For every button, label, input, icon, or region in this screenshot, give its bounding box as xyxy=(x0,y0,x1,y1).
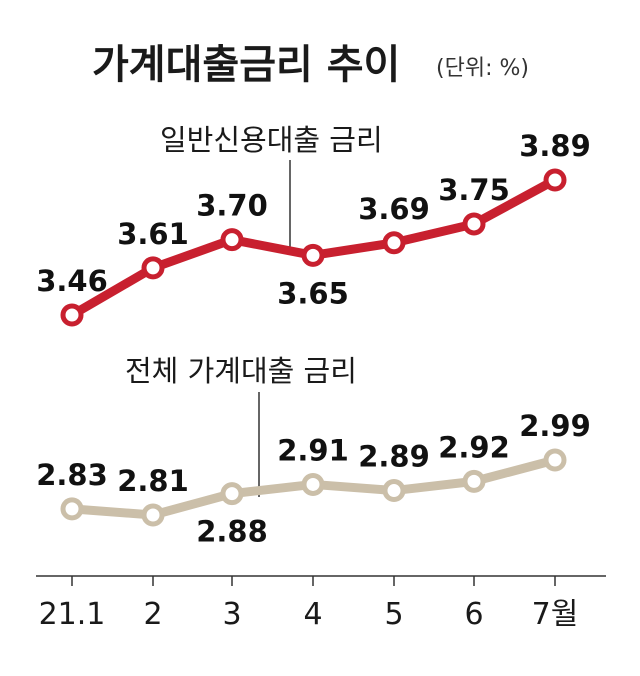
data-point xyxy=(382,231,406,255)
x-tick-label: 4 xyxy=(303,597,322,632)
x-ticks: 21.1 2 3 4 5 6 7월 xyxy=(39,576,579,632)
data-label: 3.65 xyxy=(277,276,349,310)
data-point xyxy=(462,469,486,493)
data-point xyxy=(301,472,325,496)
data-point xyxy=(382,479,406,503)
data-label: 3.89 xyxy=(519,129,591,163)
data-point xyxy=(60,497,84,521)
data-label: 2.81 xyxy=(117,464,189,498)
data-point xyxy=(462,212,486,236)
x-tick-label: 2 xyxy=(143,597,162,632)
data-label: 3.70 xyxy=(196,189,268,223)
data-point xyxy=(220,482,244,506)
data-label: 3.75 xyxy=(438,173,510,207)
data-label: 2.88 xyxy=(196,515,268,549)
data-point xyxy=(301,243,325,267)
series-layer: 3.46 3.613.70 3.65 3.693.75 3.89 2.83 2.812.88… xyxy=(36,129,591,549)
x-tick-label: 6 xyxy=(464,597,483,632)
data-label: 2.92 xyxy=(438,430,510,464)
data-point xyxy=(543,168,567,192)
series-label-credit-loan: 일반신용대출 금리 xyxy=(160,123,383,157)
data-label: 2.89 xyxy=(358,440,430,474)
data-point xyxy=(543,448,567,472)
data-point xyxy=(141,256,165,280)
data-label: 2.91 xyxy=(277,433,349,467)
data-label: 3.69 xyxy=(358,192,430,226)
data-label: 3.46 xyxy=(36,264,108,298)
x-tick-label: 3 xyxy=(222,597,241,632)
series-label-household-loan: 전체 가계대출 금리 xyxy=(125,354,357,388)
data-point xyxy=(60,303,84,327)
data-label: 2.99 xyxy=(519,409,591,443)
data-label: 2.83 xyxy=(36,458,108,492)
x-tick-label: 21.1 xyxy=(39,597,106,632)
data-label: 3.61 xyxy=(117,217,189,251)
unit-label: (단위: %) xyxy=(436,56,529,81)
x-tick-label: 7월 xyxy=(532,597,579,632)
data-point xyxy=(220,228,244,252)
data-point xyxy=(141,503,165,527)
x-tick-label: 5 xyxy=(384,597,403,632)
chart-title: 가계대출금리 추이 xyxy=(92,42,400,88)
